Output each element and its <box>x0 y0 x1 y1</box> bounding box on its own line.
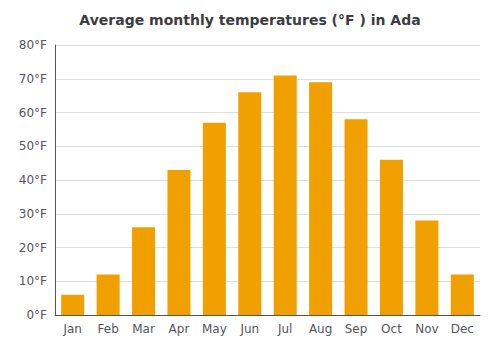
svg-text:Average monthly temperatures (: Average monthly temperatures (°F ) in Ad… <box>79 12 420 28</box>
svg-text:Apr: Apr <box>169 322 190 336</box>
svg-text:70°F: 70°F <box>19 72 47 86</box>
svg-text:Mar: Mar <box>132 322 155 336</box>
svg-text:May: May <box>202 322 227 336</box>
svg-text:Nov: Nov <box>415 322 438 336</box>
svg-text:0°F: 0°F <box>26 308 47 322</box>
svg-text:Jul: Jul <box>277 322 292 336</box>
svg-text:30°F: 30°F <box>19 207 47 221</box>
svg-text:Sep: Sep <box>345 322 368 336</box>
svg-text:60°F: 60°F <box>19 106 47 120</box>
svg-text:Aug: Aug <box>309 322 332 336</box>
svg-text:10°F: 10°F <box>19 274 47 288</box>
svg-text:Dec: Dec <box>451 322 474 336</box>
svg-text:Feb: Feb <box>98 322 119 336</box>
svg-text:80°F: 80°F <box>19 38 47 52</box>
svg-text:40°F: 40°F <box>19 173 47 187</box>
svg-text:50°F: 50°F <box>19 139 47 153</box>
svg-text:20°F: 20°F <box>19 241 47 255</box>
svg-text:Jan: Jan <box>62 322 82 336</box>
svg-text:Jun: Jun <box>239 322 259 336</box>
svg-text:Oct: Oct <box>381 322 402 336</box>
